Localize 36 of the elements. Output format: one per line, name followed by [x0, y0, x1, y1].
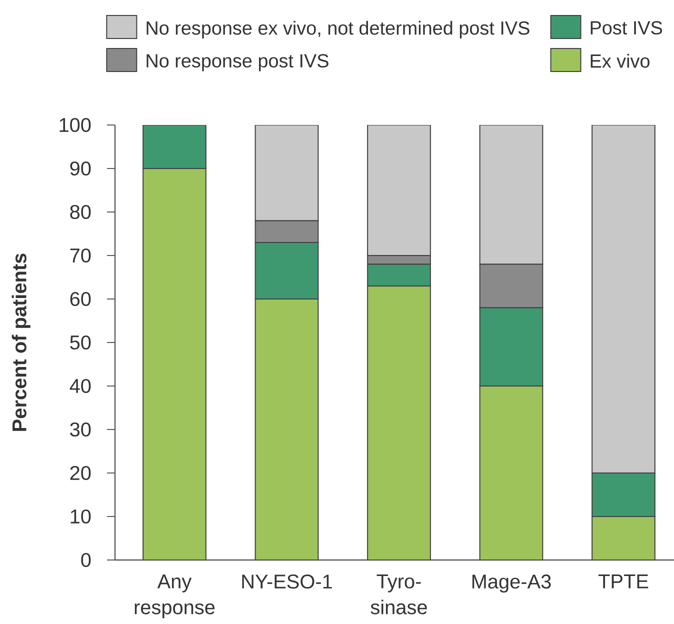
y-tick-label: 0 [81, 552, 91, 568]
bar [367, 285, 431, 560]
y-tick-label: 80 [70, 204, 91, 220]
y-tick-label: 40 [70, 378, 91, 394]
bar [367, 264, 431, 286]
y-tick-label: 90 [70, 161, 91, 176]
bar [254, 298, 319, 560]
x-tick-label: NY-ESO-1 [242, 574, 332, 589]
bar [479, 386, 544, 560]
bar [592, 124, 656, 474]
legend-label: No response post IVS [146, 54, 328, 72]
legend-label: Post IVS [590, 21, 662, 35]
bar [592, 516, 656, 560]
bar [479, 307, 544, 386]
legend-label: Ex vivo [590, 54, 650, 68]
y-tick-label: 30 [70, 422, 91, 437]
y-tick-label: 70 [70, 248, 91, 263]
bar [142, 124, 206, 169]
y-tick-label: 10 [70, 509, 91, 524]
x-tick-label: Tyro-sinase [370, 574, 427, 614]
y-axis-title: Percent of patients [12, 254, 30, 431]
y-tick-label: 100 [60, 118, 91, 132]
bar [479, 264, 544, 308]
bar [142, 168, 206, 560]
y-tick-label: 20 [70, 466, 91, 480]
y-tick-label: 60 [70, 292, 91, 306]
bar [367, 124, 431, 256]
legend-label: No response ex vivo, not determined post IVS [146, 20, 530, 38]
x-tick-label: Any response [134, 574, 215, 618]
y-tick-label: 50 [70, 335, 91, 350]
bar [254, 124, 319, 222]
bar [479, 124, 544, 265]
bar [592, 472, 656, 517]
x-tick-label: Mage-A3 [472, 574, 551, 593]
bar [254, 242, 319, 300]
x-tick-label: TPTE [598, 574, 648, 588]
